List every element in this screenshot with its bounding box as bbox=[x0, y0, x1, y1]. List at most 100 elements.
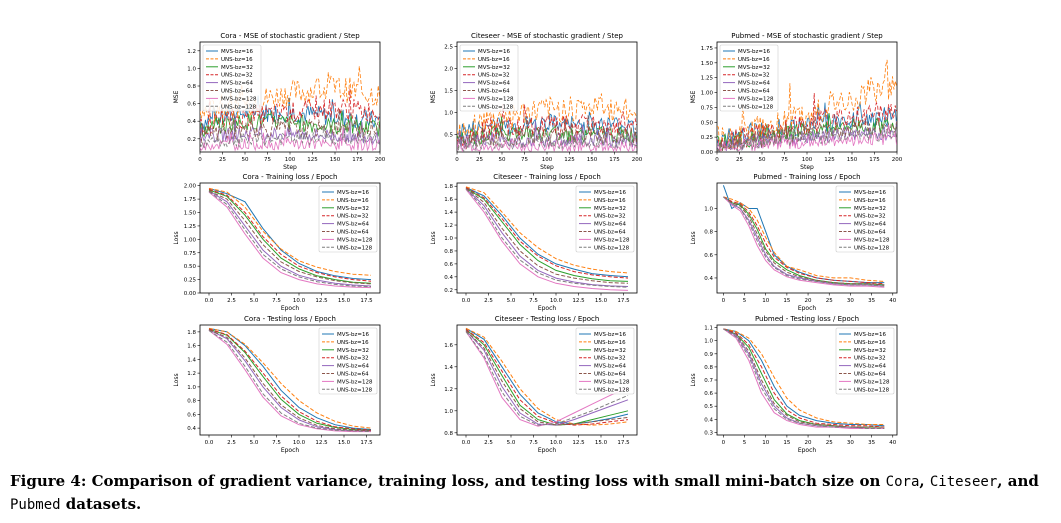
series-line bbox=[465, 189, 629, 291]
figure-grid: Cora - MSE of stochastic gradient / Step… bbox=[173, 32, 903, 454]
x-tick-label: 12.5 bbox=[315, 298, 328, 304]
legend-entry: UNS-bz=32 bbox=[738, 73, 770, 79]
y-tick-label: 1.0 bbox=[444, 409, 453, 415]
y-tick-label: 0.8 bbox=[704, 365, 713, 371]
x-tick-label: 30 bbox=[847, 298, 854, 304]
legend-entry: UNS-bz=32 bbox=[854, 214, 886, 220]
legend-entry: UNS-bz=64 bbox=[337, 230, 369, 236]
x-axis-label: Epoch bbox=[281, 447, 300, 454]
series-line bbox=[200, 124, 380, 149]
y-tick-label: 1.50 bbox=[701, 61, 714, 67]
x-tick-label: 10.0 bbox=[550, 440, 563, 446]
legend-entry: UNS-bz=16 bbox=[478, 57, 510, 63]
legend-entry: UNS-bz=128 bbox=[478, 104, 514, 110]
x-tick-label: 75 bbox=[521, 157, 528, 163]
x-tick-label: 0 bbox=[715, 157, 719, 163]
caption-separator-2: , and bbox=[997, 472, 1039, 490]
x-tick-label: 0 bbox=[722, 298, 726, 304]
series-line bbox=[465, 328, 629, 426]
series-line bbox=[465, 187, 629, 282]
y-tick-label: 0.4 bbox=[704, 417, 713, 423]
caption-separator-1: , bbox=[919, 472, 930, 490]
x-tick-label: 15.0 bbox=[338, 298, 351, 304]
plot-frame bbox=[716, 182, 898, 294]
y-tick-label: 1.8 bbox=[187, 330, 196, 336]
y-axis-label: Loss bbox=[430, 373, 437, 386]
chart-panel: Citeseer - MSE of stochastic gradient / … bbox=[430, 32, 643, 171]
series-line bbox=[723, 328, 885, 425]
series-line bbox=[457, 133, 637, 152]
y-tick-label: 1.2 bbox=[444, 387, 453, 393]
y-tick-label: 0.6 bbox=[444, 262, 453, 268]
y-axis-label: Loss bbox=[430, 231, 437, 244]
x-tick-label: 15.0 bbox=[595, 298, 608, 304]
legend-entry: MVS-bz=64 bbox=[594, 222, 626, 228]
x-tick-label: 125 bbox=[564, 157, 575, 163]
y-tick-label: 0.8 bbox=[704, 230, 713, 236]
series-line bbox=[200, 108, 380, 144]
y-tick-label: 1.5 bbox=[444, 88, 453, 94]
series-line bbox=[723, 328, 885, 428]
y-tick-label: 0.8 bbox=[444, 431, 453, 437]
series-line bbox=[465, 188, 629, 288]
y-axis-label: Loss bbox=[173, 231, 180, 244]
x-tick-label: 15 bbox=[783, 298, 790, 304]
series-line bbox=[465, 329, 629, 426]
legend-entry: MVS-bz=16 bbox=[337, 332, 369, 338]
series-line bbox=[208, 191, 372, 289]
series-line bbox=[208, 330, 371, 433]
y-tick-label: 0.7 bbox=[704, 378, 713, 384]
x-tick-label: 25 bbox=[826, 298, 833, 304]
chart-title: Cora - MSE of stochastic gradient / Step bbox=[220, 32, 360, 40]
x-tick-label: 2.5 bbox=[227, 298, 236, 304]
legend-entry: MVS-bz=16 bbox=[221, 49, 253, 55]
series-line bbox=[723, 328, 885, 427]
series-line bbox=[717, 120, 897, 152]
y-tick-label: 1.1 bbox=[704, 326, 713, 332]
series-line bbox=[465, 331, 629, 427]
x-tick-label: 5.0 bbox=[250, 298, 259, 304]
legend-entry: MVS-bz=32 bbox=[221, 65, 253, 71]
series-line bbox=[208, 189, 372, 284]
series-line bbox=[465, 331, 629, 426]
legend-entry: MVS-bz=32 bbox=[478, 65, 510, 71]
series-line bbox=[208, 330, 372, 433]
x-tick-label: 5 bbox=[743, 440, 747, 446]
series-line bbox=[723, 328, 885, 429]
x-tick-label: 2.5 bbox=[484, 298, 493, 304]
legend-entry: UNS-bz=128 bbox=[594, 245, 630, 251]
series-line bbox=[457, 116, 637, 146]
legend-entry: UNS-bz=128 bbox=[854, 387, 890, 393]
legend-entry: UNS-bz=16 bbox=[594, 198, 626, 204]
legend-entry: MVS-bz=128 bbox=[854, 379, 890, 385]
legend-box bbox=[318, 327, 378, 395]
y-tick-label: 1.8 bbox=[444, 184, 453, 190]
legend-entry: MVS-bz=128 bbox=[221, 96, 257, 102]
legend-entry: MVS-bz=16 bbox=[854, 332, 886, 338]
series-group bbox=[208, 327, 372, 433]
chart-title: Cora - Training loss / Epoch bbox=[243, 173, 338, 181]
y-tick-label: 0.50 bbox=[701, 120, 714, 126]
legend-entry: MVS-bz=16 bbox=[478, 49, 510, 55]
chart-title: Pubmed - MSE of stochastic gradient / St… bbox=[731, 32, 883, 40]
x-tick-label: 12.5 bbox=[572, 440, 585, 446]
x-tick-label: 7.5 bbox=[529, 298, 538, 304]
legend-entry: UNS-bz=128 bbox=[337, 387, 373, 393]
series-group bbox=[208, 187, 372, 289]
x-tick-label: 25 bbox=[476, 157, 483, 163]
legend-entry: MVS-bz=32 bbox=[337, 206, 369, 212]
x-tick-label: 35 bbox=[868, 440, 875, 446]
legend-entry: UNS-bz=32 bbox=[337, 356, 369, 362]
y-tick-label: 0.4 bbox=[704, 276, 713, 282]
x-tick-label: 175 bbox=[352, 157, 363, 163]
legend-entry: MVS-bz=16 bbox=[738, 49, 770, 55]
series-line bbox=[457, 115, 637, 150]
legend-box bbox=[459, 44, 519, 112]
x-tick-label: 5.0 bbox=[507, 298, 516, 304]
legend-entry: MVS-bz=64 bbox=[594, 364, 626, 370]
legend-entry: MVS-bz=64 bbox=[854, 222, 886, 228]
legend-entry: MVS-bz=128 bbox=[478, 96, 514, 102]
chart-panel: Cora - Training loss / Epoch 0.0 2.5 5.0 7.5… bbox=[173, 173, 381, 312]
y-tick-label: 1.2 bbox=[444, 223, 453, 229]
series-group bbox=[465, 327, 629, 427]
